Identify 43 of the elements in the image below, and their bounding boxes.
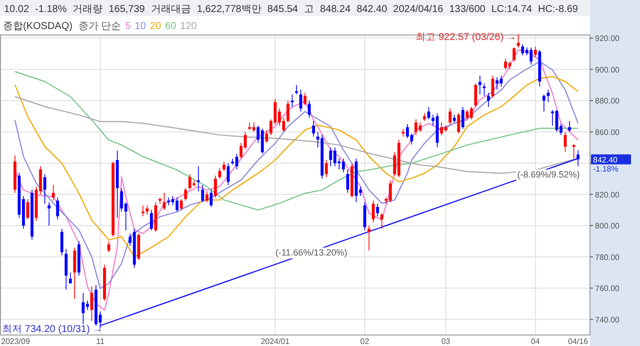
annotation: 최저 734.20 (10/31) → — [2, 324, 103, 335]
text: 845.54 — [267, 4, 298, 15]
y-tick-label: 740.00 — [595, 315, 620, 324]
text: 848.24 — [320, 4, 351, 15]
text: 10.02 — [4, 4, 30, 15]
y-tick-label: 860.00 — [595, 128, 620, 137]
text: -1.18% — [593, 164, 618, 174]
text: 10 — [134, 21, 146, 32]
x-tick-label: 2023/09 — [1, 337, 30, 346]
chart-title: 종합(KOSDAQ) — [3, 21, 72, 32]
text: 20 — [150, 21, 162, 32]
text: HC:-8.69 — [538, 4, 578, 15]
text: 120 — [180, 21, 198, 32]
text: 60 — [165, 21, 177, 32]
x-tick-label: 03 — [441, 337, 451, 346]
x-tick-label: 2024/01 — [260, 337, 290, 346]
y-tick-label: 880.00 — [595, 96, 620, 106]
text: 842.40 — [356, 4, 388, 15]
text: 5 — [125, 21, 132, 32]
text: LC:14.74 — [491, 4, 532, 15]
y-tick-label: 780.00 — [595, 252, 620, 262]
text: 842.40 — [593, 155, 618, 164]
x-tick-label: 04/16 — [568, 337, 589, 346]
text: 2024/04/16 — [393, 4, 444, 15]
text: 165,739 — [108, 4, 146, 15]
y-tick-label: 760.00 — [595, 284, 620, 294]
legend-title: 종가 단순 — [78, 21, 122, 32]
x-tick-label: 04 — [530, 337, 540, 346]
text: 고 — [304, 4, 314, 15]
y-tick-label: 900.00 — [595, 65, 620, 74]
y-tick-label: 800.00 — [595, 222, 620, 231]
x-tick-label: 11 — [96, 337, 105, 346]
x-tick-label: 02 — [360, 337, 370, 346]
annotation: (-8.69%/9.52%) — [517, 170, 580, 180]
annotation: (-11.66%/13.20%) — [275, 248, 348, 258]
text: -1.18% — [35, 4, 67, 15]
text: 거래대금 — [150, 4, 191, 15]
y-tick-label: 920.00 — [595, 34, 620, 44]
annotation: 최고 922.57 (03/26) → — [416, 32, 516, 44]
y-tick-label: 820.00 — [595, 190, 620, 200]
text: 1,622,778백만 — [196, 4, 262, 15]
text: 거래량 — [72, 4, 103, 15]
text: 133/600 — [449, 4, 486, 15]
